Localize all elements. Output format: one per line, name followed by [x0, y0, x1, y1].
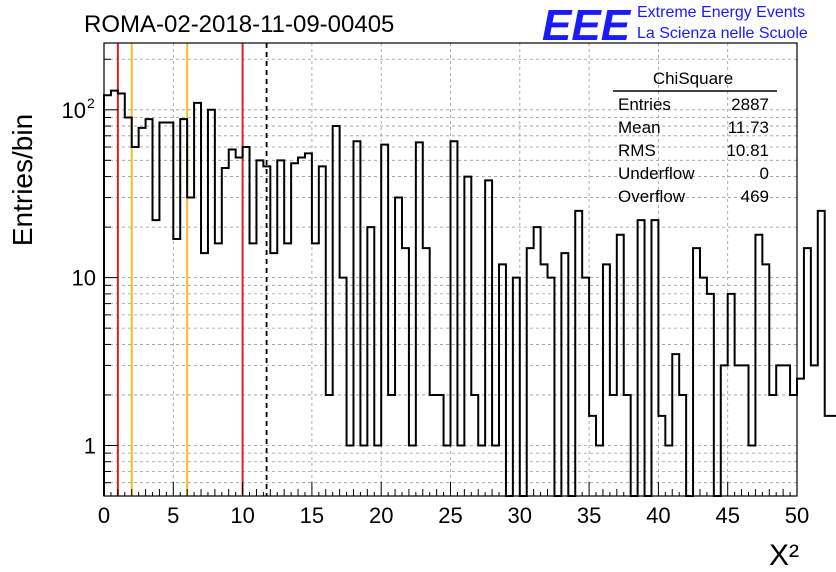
- chart-title: ROMA-02-2018-11-09-00405: [84, 11, 394, 38]
- stats-value-mean: 11.73: [728, 118, 769, 137]
- histogram-series: [103, 89, 836, 497]
- y-axis-label: Entries/bin: [7, 114, 38, 246]
- x-tick-label: 10: [230, 503, 254, 528]
- reference-lines: [116, 43, 268, 496]
- x-tick-label: 25: [438, 503, 462, 528]
- x-tick-label: 35: [577, 503, 601, 528]
- stats-label-underflow: Underflow: [618, 164, 695, 183]
- stats-label-entries: Entries: [618, 95, 671, 114]
- stats-title: ChiSquare: [653, 69, 733, 88]
- stats-value-overflow: 469: [741, 187, 769, 206]
- x-tick-label: 30: [508, 503, 532, 528]
- y-tick-label-exponent: 2: [87, 95, 95, 111]
- stats-value-rms: 10.81: [726, 141, 769, 160]
- eee-logo-line1: Extreme Energy Events: [637, 4, 805, 21]
- stats-box: ChiSquare Entries 2887 Mean 11.73 RMS 10…: [613, 69, 777, 206]
- y-tick-label: 10: [62, 98, 86, 123]
- eee-logo-line2: La Scienza nelle Scuole: [637, 25, 808, 42]
- stats-label-rms: RMS: [618, 141, 656, 160]
- x-axis-label: X²: [769, 539, 799, 572]
- x-tick-label: 15: [300, 503, 324, 528]
- eee-logo-mark: EEE: [542, 1, 632, 50]
- stats-value-entries: 2887: [731, 95, 769, 114]
- stats-label-mean: Mean: [618, 118, 661, 137]
- x-tick-label: 45: [715, 503, 739, 528]
- y-tick-label: 10: [72, 266, 96, 291]
- y-tick-label: 1: [84, 433, 96, 458]
- x-tick-label: 5: [167, 503, 179, 528]
- eee-logo: EEE Extreme Energy Events La Scienza nel…: [542, 1, 808, 50]
- axis-ticks: [103, 58, 798, 496]
- x-tick-label: 50: [785, 503, 809, 528]
- histogram-line: [103, 89, 836, 497]
- x-tick-labels: 0 5 10 15 20 25 30 35 40 45 50: [98, 503, 809, 528]
- stats-value-underflow: 0: [760, 164, 769, 183]
- x-tick-label: 0: [98, 503, 110, 528]
- x-tick-label: 20: [369, 503, 393, 528]
- grid: [104, 43, 797, 496]
- x-tick-label: 40: [646, 503, 670, 528]
- stats-label-overflow: Overflow: [618, 187, 686, 206]
